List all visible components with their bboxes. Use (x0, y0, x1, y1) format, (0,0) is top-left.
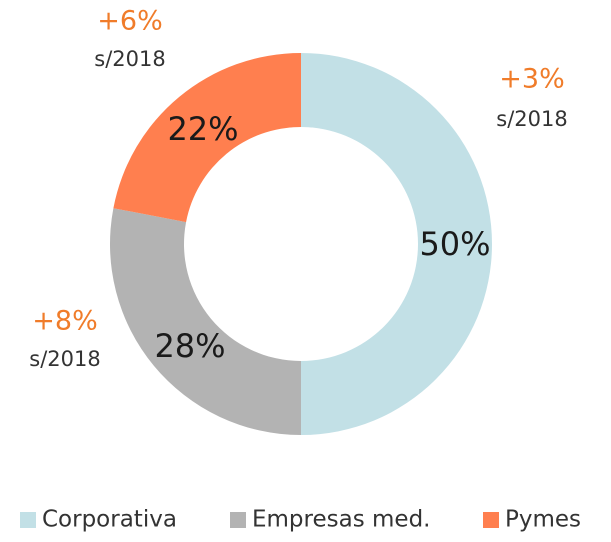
growth-label: +3% (499, 64, 564, 95)
donut-segment (109, 208, 301, 435)
legend-label: Pymes (505, 507, 581, 533)
growth-sub: s/2018 (496, 107, 567, 131)
growth-label: +8% (32, 306, 97, 337)
growth-sub: s/2018 (29, 347, 100, 371)
growth-sub: s/2018 (94, 47, 165, 71)
value-label: 50% (419, 225, 490, 263)
donut-segment (301, 53, 492, 435)
legend-label: Empresas med. (252, 507, 430, 533)
legend-swatch (230, 512, 246, 528)
value-label: 22% (167, 110, 238, 148)
legend-swatch (483, 512, 499, 528)
growth-label: +6% (97, 6, 162, 37)
legend-swatch (20, 512, 36, 528)
value-label: 28% (154, 327, 225, 365)
donut-segment (113, 53, 301, 223)
legend-label: Corporativa (42, 507, 177, 533)
